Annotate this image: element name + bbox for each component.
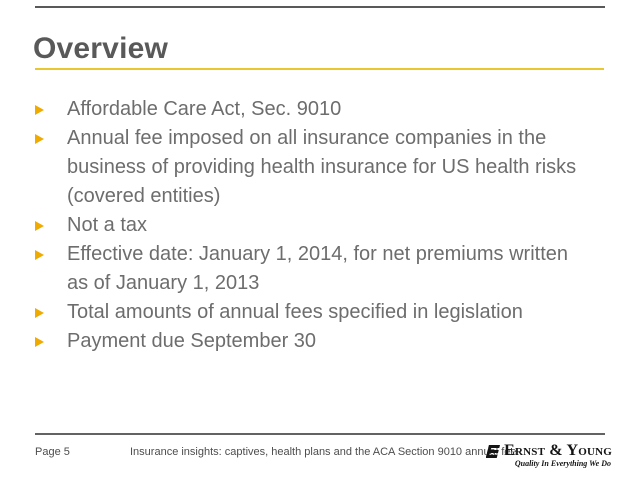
footer-deck-title: Insurance insights: captives, health pla… bbox=[130, 446, 517, 458]
bullet-line: Total amounts of annual fees specified i… bbox=[67, 301, 523, 323]
ernst-young-logo: Ernst & Young Quality In Everything We D… bbox=[486, 443, 612, 469]
top-rule bbox=[35, 6, 605, 8]
bullet-line: Annual fee imposed on all insurance comp… bbox=[67, 127, 547, 149]
bullet-triangle-icon bbox=[35, 250, 53, 260]
page-number: Page 5 bbox=[35, 446, 70, 458]
logo-wordmark: Ernst & Young bbox=[504, 442, 612, 459]
bullet-text: Payment due September 30 bbox=[67, 327, 316, 356]
logo-row: Ernst & Young bbox=[486, 443, 612, 459]
title-underline bbox=[35, 68, 604, 70]
bullet-text: Affordable Care Act, Sec. 9010 bbox=[67, 95, 341, 124]
bullet-text: Effective date: January 1, 2014, for net… bbox=[67, 240, 568, 298]
bullet-triangle-icon bbox=[35, 105, 53, 115]
bullet-list: Affordable Care Act, Sec. 9010 Annual fe… bbox=[35, 95, 595, 356]
bullet-text: Annual fee imposed on all insurance comp… bbox=[67, 124, 576, 211]
bullet-line: business of providing health insurance f… bbox=[67, 156, 577, 178]
bullet-text: Not a tax bbox=[67, 211, 147, 240]
bullet-triangle-icon bbox=[35, 308, 53, 318]
list-item: Payment due September 30 bbox=[35, 327, 595, 356]
list-item: Total amounts of annual fees specified i… bbox=[35, 298, 595, 327]
bullet-line: (covered entities) bbox=[67, 185, 221, 207]
bullet-triangle-icon bbox=[35, 134, 53, 144]
footer-rule bbox=[35, 433, 605, 435]
ey-beam-icon bbox=[486, 444, 501, 458]
list-item: Affordable Care Act, Sec. 9010 bbox=[35, 95, 595, 124]
page-title: Overview bbox=[33, 32, 169, 66]
list-item: Not a tax bbox=[35, 211, 595, 240]
bullet-line: Payment due September 30 bbox=[67, 330, 317, 352]
bullet-triangle-icon bbox=[35, 337, 53, 347]
bullet-line: Not a tax bbox=[67, 214, 148, 236]
list-item: Annual fee imposed on all insurance comp… bbox=[35, 124, 595, 211]
bullet-line: Effective date: January 1, 2014, for net… bbox=[67, 243, 568, 265]
bullet-line: Affordable Care Act, Sec. 9010 bbox=[67, 98, 342, 120]
logo-tagline: Quality In Everything We Do bbox=[514, 459, 611, 468]
bullet-text: Total amounts of annual fees specified i… bbox=[67, 298, 523, 327]
bullet-triangle-icon bbox=[35, 221, 53, 231]
bullet-line: as of January 1, 2013 bbox=[67, 272, 260, 294]
list-item: Effective date: January 1, 2014, for net… bbox=[35, 240, 595, 298]
